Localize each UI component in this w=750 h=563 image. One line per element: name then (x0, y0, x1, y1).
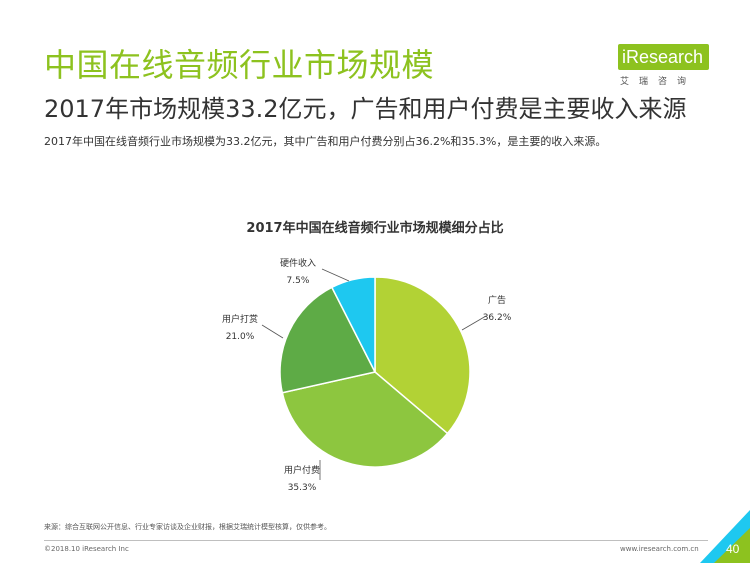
pie-slice-2 (279, 286, 377, 394)
slice-value-2: 21.0% (225, 332, 255, 342)
pie-slice-0 (374, 276, 471, 435)
website-link[interactable]: www.iresearch.com.cn (620, 545, 699, 553)
pie-slice-3 (330, 276, 376, 373)
slice-value-1: 35.3% (287, 483, 317, 493)
copyright-text: ©2018.10 iResearch Inc (44, 545, 129, 553)
page-number: 40 (726, 542, 740, 556)
footer-divider (44, 540, 708, 541)
corner-decoration (700, 510, 750, 563)
slice-name-3: 硬件收入 (279, 259, 317, 269)
slice-label-0: 广告 36.2% (483, 293, 512, 327)
source-note: 来源：综合互联网公开信息、行业专家访谈及企业财报，根据艾瑞统计模型核算，仅供参考… (44, 523, 331, 531)
iresearch-logo: iResearch (618, 44, 710, 70)
slice-label-2: 用户打赏 21.0% (222, 312, 258, 346)
slice-value-0: 36.2% (482, 313, 512, 323)
pie-slice-1 (281, 371, 449, 468)
slice-label-3: 硬件收入 7.5% (280, 256, 316, 290)
logo-subtext: 艾瑞咨询 (620, 77, 697, 87)
leader-line-2 (261, 324, 284, 339)
logo-text: iResearch (618, 44, 710, 70)
page-subtitle: 2017年市场规模33.2亿元，广告和用户付费是主要收入来源 (44, 95, 687, 123)
leader-line-3 (321, 268, 350, 282)
slice-name-0: 广告 (487, 296, 506, 306)
leader-line-0 (461, 315, 487, 331)
page-description: 2017年中国在线音频行业市场规模为33.2亿元，其中广告和用户付费分别占36.… (44, 135, 607, 148)
slice-name-1: 用户付费 (283, 466, 321, 476)
chart-title: 2017年中国在线音频行业市场规模细分占比 (246, 221, 504, 236)
slice-label-1: 用户付费 35.3% (284, 463, 320, 497)
slice-name-2: 用户打赏 (221, 315, 259, 325)
slice-value-3: 7.5% (286, 276, 310, 286)
page-title: 中国在线音频行业市场规模 (44, 46, 435, 84)
